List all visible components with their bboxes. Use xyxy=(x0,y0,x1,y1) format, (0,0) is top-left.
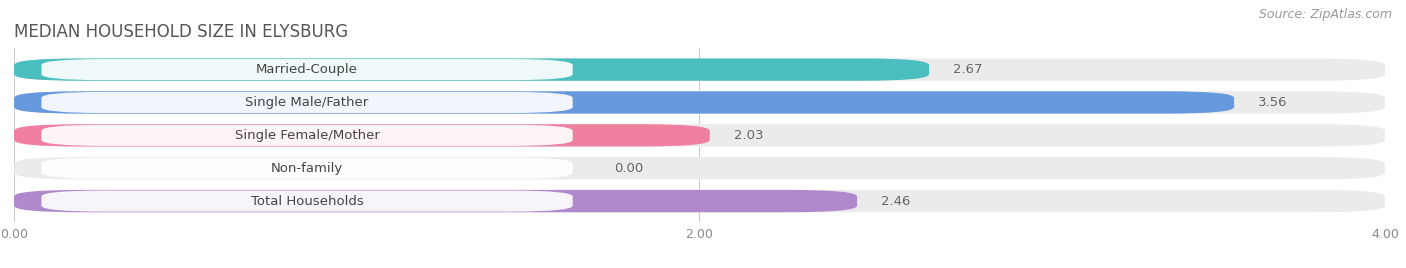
Text: 2.03: 2.03 xyxy=(734,129,763,142)
FancyBboxPatch shape xyxy=(14,58,1385,81)
Text: Single Male/Father: Single Male/Father xyxy=(246,96,368,109)
FancyBboxPatch shape xyxy=(14,190,858,212)
FancyBboxPatch shape xyxy=(42,125,572,146)
FancyBboxPatch shape xyxy=(42,59,572,80)
FancyBboxPatch shape xyxy=(42,158,572,179)
Text: Single Female/Mother: Single Female/Mother xyxy=(235,129,380,142)
FancyBboxPatch shape xyxy=(14,91,1385,114)
Text: Married-Couple: Married-Couple xyxy=(256,63,359,76)
FancyBboxPatch shape xyxy=(14,157,1385,179)
Text: 2.46: 2.46 xyxy=(882,195,911,208)
FancyBboxPatch shape xyxy=(14,124,1385,147)
FancyBboxPatch shape xyxy=(42,92,572,113)
Text: 2.67: 2.67 xyxy=(953,63,983,76)
FancyBboxPatch shape xyxy=(14,91,1234,114)
Text: Non-family: Non-family xyxy=(271,162,343,175)
FancyBboxPatch shape xyxy=(42,191,572,212)
Text: Total Households: Total Households xyxy=(250,195,364,208)
Text: Source: ZipAtlas.com: Source: ZipAtlas.com xyxy=(1258,8,1392,21)
FancyBboxPatch shape xyxy=(14,124,710,147)
Text: 0.00: 0.00 xyxy=(614,162,643,175)
FancyBboxPatch shape xyxy=(14,58,929,81)
FancyBboxPatch shape xyxy=(14,190,1385,212)
Text: 3.56: 3.56 xyxy=(1258,96,1288,109)
Text: MEDIAN HOUSEHOLD SIZE IN ELYSBURG: MEDIAN HOUSEHOLD SIZE IN ELYSBURG xyxy=(14,23,349,41)
